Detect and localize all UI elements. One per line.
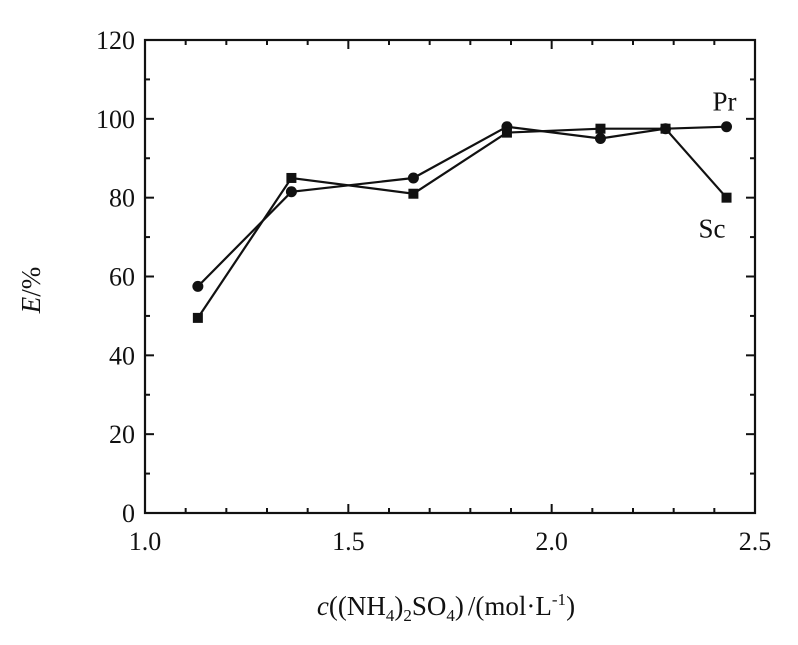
data-point-circle	[594, 133, 606, 145]
series-line	[196, 127, 728, 319]
y-tick-label: 60	[109, 263, 135, 292]
x-axis-text-part: SO	[412, 591, 447, 621]
x-tick-label: 2.0	[535, 527, 568, 556]
x-tick-label: 1.5	[332, 527, 365, 556]
x-axis-text-part: )	[566, 591, 575, 621]
x-axis-unit: /(mol·L	[468, 591, 552, 621]
plot-border	[143, 38, 757, 515]
data-point-circle	[285, 186, 297, 198]
data-point-circle	[721, 121, 733, 133]
data-point-square	[660, 123, 671, 134]
series-sc	[192, 123, 732, 323]
x-axis-subscript: 2	[403, 606, 412, 625]
x-axis-ticks: 1.0 1.5 2.0 2.5	[129, 40, 772, 556]
y-tick-label: 120	[96, 26, 135, 55]
y-axis-ticks: 0 20 40 60 80 100 120	[96, 26, 755, 528]
data-point-square	[192, 312, 203, 323]
x-axis-variable: c	[317, 591, 329, 621]
x-axis-text-part: )	[455, 591, 464, 621]
y-tick-label: 0	[122, 499, 135, 528]
series-layer: Pr Sc	[192, 87, 737, 323]
x-tick-label: 1.0	[129, 527, 162, 556]
series-line	[197, 125, 727, 288]
x-axis-title: c((NH4)2SO4)/(mol·L-1)	[317, 590, 575, 625]
x-axis-subscript: 4	[446, 606, 455, 625]
x-axis-text-part: ((NH	[329, 591, 386, 621]
y-axis-variable: E	[16, 296, 46, 314]
data-point-square	[501, 127, 512, 138]
data-point-square	[721, 192, 732, 203]
y-axis-unit: /%	[16, 267, 46, 297]
data-point-square	[286, 172, 297, 183]
y-axis-title: E/%	[16, 267, 46, 315]
y-tick-label: 40	[109, 341, 135, 370]
x-axis-text-part: )	[394, 591, 403, 621]
data-point-circle	[407, 172, 419, 184]
y-tick-label: 20	[109, 420, 135, 449]
x-axis-subscript: 4	[386, 606, 395, 625]
y-tick-label: 80	[109, 184, 135, 213]
data-point-square	[408, 188, 419, 199]
data-point-square	[595, 123, 606, 134]
series-label-pr: Pr	[713, 87, 737, 117]
data-point-circle	[192, 280, 204, 292]
plot-frame	[143, 38, 757, 515]
x-axis-superscript: -1	[552, 590, 566, 609]
series-label-sc: Sc	[699, 214, 726, 244]
x-tick-label: 2.5	[739, 527, 772, 556]
y-tick-label: 100	[96, 105, 135, 134]
